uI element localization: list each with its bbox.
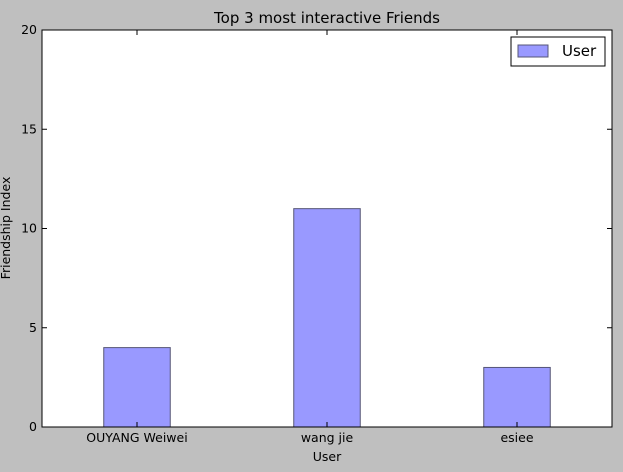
- ticks-group: OUYANG Weiwei wang jie esiee 0 5 10 15 20: [21, 22, 612, 445]
- legend: User: [510, 36, 606, 67]
- x-tick-label: OUYANG Weiwei: [86, 430, 187, 445]
- bar-esiee: [483, 366, 551, 428]
- legend-swatch: [517, 44, 549, 58]
- y-tick-label: 5: [29, 320, 37, 335]
- legend-label: User: [562, 42, 597, 60]
- bars-group: [103, 208, 551, 428]
- x-axis-label: User: [313, 449, 342, 464]
- chart-title: Top 3 most interactive Friends: [213, 9, 440, 27]
- plot-frame: [41, 29, 613, 428]
- bar-wang-jie: [293, 208, 361, 428]
- y-tick-label: 20: [21, 22, 37, 37]
- x-tick-label: wang jie: [301, 430, 354, 445]
- x-tick-label: esiee: [500, 430, 533, 445]
- y-tick-label: 15: [21, 121, 37, 136]
- y-tick-label: 0: [29, 419, 37, 434]
- bar-ouyang-weiwei: [103, 347, 171, 428]
- y-axis-label: Friendship Index: [0, 177, 13, 280]
- y-tick-label: 10: [21, 221, 37, 236]
